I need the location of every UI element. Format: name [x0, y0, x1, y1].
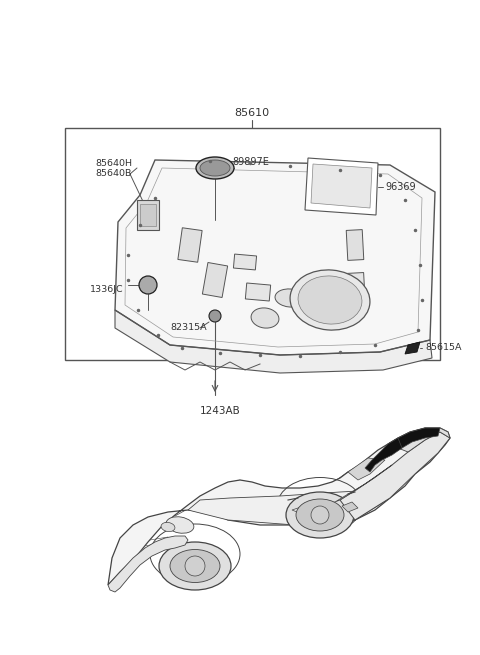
Polygon shape	[115, 160, 435, 355]
Polygon shape	[108, 428, 450, 585]
Ellipse shape	[166, 517, 194, 533]
Polygon shape	[346, 272, 364, 288]
Bar	[140, 204, 156, 226]
Polygon shape	[178, 228, 202, 262]
Polygon shape	[348, 458, 385, 480]
Polygon shape	[115, 310, 432, 373]
Polygon shape	[335, 465, 392, 502]
Ellipse shape	[159, 542, 231, 590]
Polygon shape	[108, 536, 188, 592]
Polygon shape	[342, 502, 358, 512]
Polygon shape	[305, 158, 378, 215]
Ellipse shape	[251, 308, 279, 328]
Ellipse shape	[290, 270, 370, 330]
Polygon shape	[388, 428, 450, 452]
Bar	[65, 128, 440, 360]
Ellipse shape	[298, 276, 362, 324]
Text: 1336JC: 1336JC	[90, 286, 124, 295]
Polygon shape	[188, 490, 390, 525]
Ellipse shape	[296, 499, 344, 531]
Polygon shape	[346, 230, 364, 261]
Polygon shape	[203, 263, 228, 297]
Ellipse shape	[200, 160, 230, 176]
Polygon shape	[340, 432, 450, 520]
Text: 1243AB: 1243AB	[200, 406, 240, 416]
Circle shape	[185, 556, 205, 576]
Polygon shape	[388, 428, 440, 455]
Text: 85640H: 85640H	[95, 159, 132, 168]
Polygon shape	[311, 164, 372, 208]
Ellipse shape	[170, 550, 220, 582]
Ellipse shape	[275, 289, 305, 307]
Polygon shape	[292, 502, 335, 514]
Polygon shape	[245, 283, 271, 301]
Ellipse shape	[161, 523, 175, 532]
Circle shape	[209, 310, 221, 322]
Bar	[137, 200, 159, 230]
Text: 85640B: 85640B	[95, 170, 132, 179]
Text: 82315A: 82315A	[170, 324, 206, 333]
Polygon shape	[365, 438, 402, 472]
Text: 85615A: 85615A	[425, 343, 461, 352]
Ellipse shape	[196, 157, 234, 179]
Polygon shape	[405, 342, 420, 354]
Text: 96369: 96369	[385, 182, 416, 192]
Circle shape	[139, 276, 157, 294]
Text: 85610: 85610	[234, 108, 270, 118]
Text: 89897E: 89897E	[232, 157, 269, 167]
Polygon shape	[233, 254, 257, 270]
Ellipse shape	[286, 492, 354, 538]
Circle shape	[311, 506, 329, 524]
